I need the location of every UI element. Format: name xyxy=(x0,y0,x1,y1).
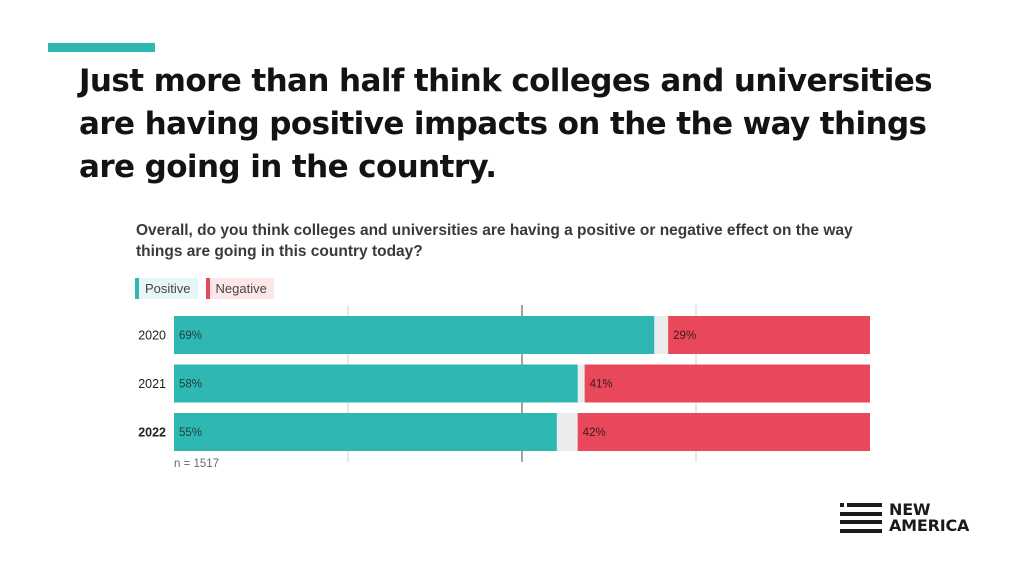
bar-positive-2022 xyxy=(174,413,557,451)
category-label-2021: 2021 xyxy=(138,377,166,391)
chart-title: Overall, do you think colleges and unive… xyxy=(136,222,853,260)
chart-legend: Positive Negative xyxy=(135,278,274,299)
sample-size-note: n = 1517 xyxy=(174,458,220,470)
bar-negative-2020 xyxy=(668,316,870,354)
data-label-positive-2021: 58% xyxy=(179,379,202,391)
category-label-2022: 2022 xyxy=(138,426,166,440)
data-label-negative-2021: 41% xyxy=(590,379,613,391)
legend-negative: Negative xyxy=(205,278,274,299)
logo-line-new: NEW xyxy=(889,500,931,519)
new-america-logo: NEW AMERICA xyxy=(840,502,969,534)
headline: Just more than half think colleges and u… xyxy=(79,63,933,185)
bar-positive-2020 xyxy=(174,316,655,354)
category-label-2020: 2020 xyxy=(138,329,166,343)
bar-positive-2021 xyxy=(174,364,578,403)
accent-bar xyxy=(48,43,155,52)
data-label-negative-2020: 29% xyxy=(673,330,696,342)
data-label-positive-2022: 55% xyxy=(179,427,202,439)
legend-positive: Positive xyxy=(135,278,198,299)
bar-negative-2022 xyxy=(577,413,870,451)
logo-stripes-icon xyxy=(840,503,882,533)
logo-text: NEW AMERICA xyxy=(889,502,969,534)
data-label-negative-2022: 42% xyxy=(583,427,606,439)
bar-negative-2021 xyxy=(584,364,870,403)
data-label-positive-2020: 69% xyxy=(179,330,202,342)
logo-line-america: AMERICA xyxy=(889,516,970,535)
